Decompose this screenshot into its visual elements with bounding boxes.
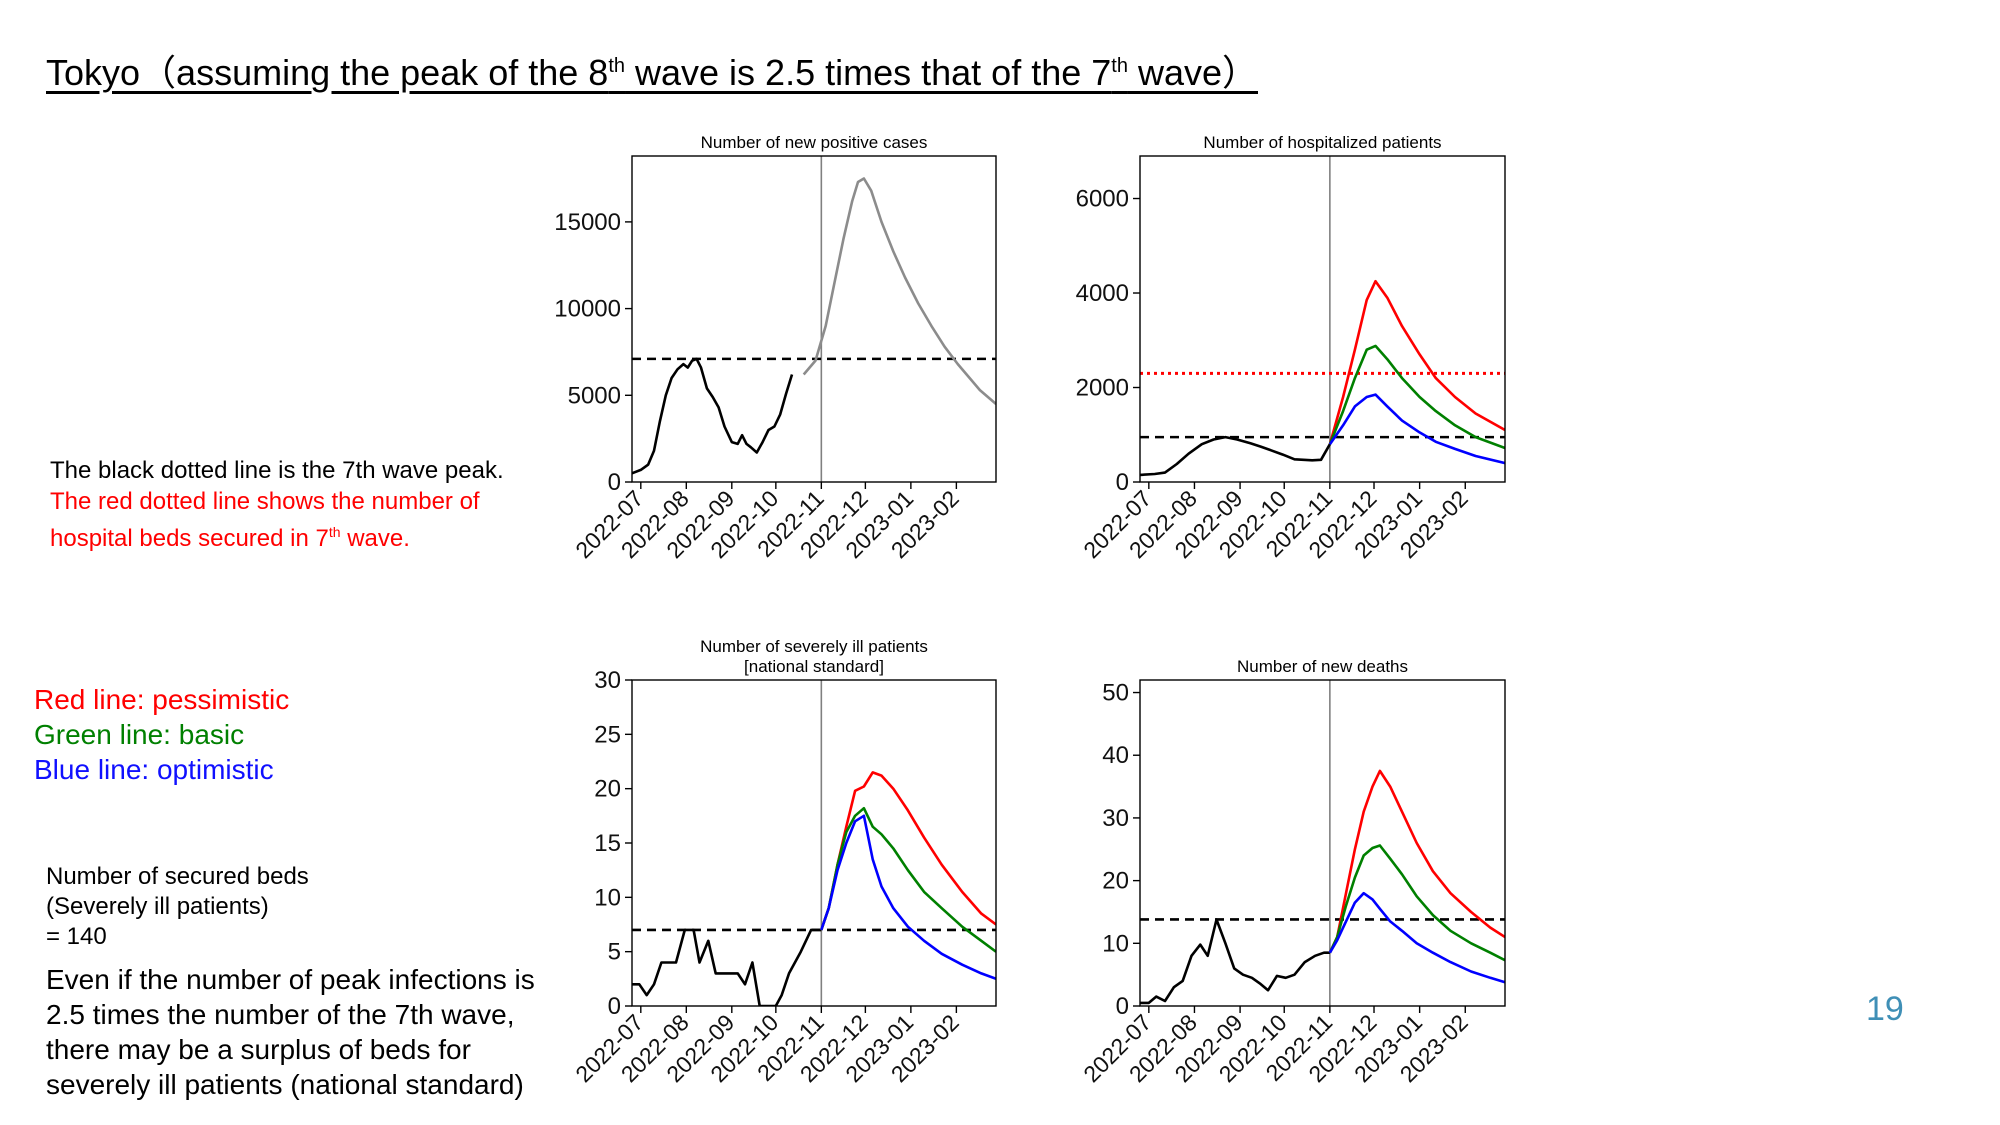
y-tick-label: 4000 xyxy=(1076,280,1129,307)
conclusion-line-3: there may be a surplus of beds for xyxy=(46,1034,471,1065)
series-actual xyxy=(632,928,822,1006)
y-tick-label: 0 xyxy=(1116,993,1129,1020)
chart-subtitle: [national standard] xyxy=(744,657,884,676)
legend-basic: Green line: basic xyxy=(34,719,245,750)
chart-deaths: Number of new deaths010203040502022-0720… xyxy=(1078,657,1506,1087)
reference-lines-note: The black dotted line is the 7th wave pe… xyxy=(50,455,504,554)
chart-title: Number of new deaths xyxy=(1237,657,1408,676)
series-actual xyxy=(1140,435,1332,477)
y-tick-label: 10 xyxy=(594,884,621,911)
chart-severe: Number of severely ill patients[national… xyxy=(570,637,997,1087)
chart-title: Number of hospitalized patients xyxy=(1203,133,1441,152)
y-tick-label: 15000 xyxy=(554,209,621,236)
plot-frame xyxy=(631,679,997,1007)
conclusion-line-4: severely ill patients (national standard… xyxy=(46,1069,524,1100)
legend-pessimistic: Red line: pessimistic xyxy=(34,684,290,715)
series-optimistic xyxy=(1328,891,1505,984)
y-tick-label: 0 xyxy=(1116,469,1129,496)
y-tick-label: 30 xyxy=(1102,805,1129,832)
y-tick-label: 2000 xyxy=(1076,375,1129,402)
chart-hospitalized: Number of hospitalized patients 0 2000 4000… xyxy=(1076,133,1506,563)
y-tick-label: 6000 xyxy=(1076,186,1129,213)
y-tick-label: 25 xyxy=(594,721,621,748)
series-projection xyxy=(802,177,996,405)
conclusion-line-1: Even if the number of peak infections is xyxy=(46,964,535,995)
plot-frame xyxy=(1139,155,1506,483)
plot-frame xyxy=(631,155,997,483)
secured-beds-line-3: = 140 xyxy=(46,923,107,950)
chart-title: Number of new positive cases xyxy=(701,133,928,152)
y-tick-label: 20 xyxy=(594,776,621,803)
plot-area xyxy=(632,680,996,1006)
chart-title: Number of severely ill patients xyxy=(700,637,928,656)
page-number: 19 xyxy=(1866,990,1904,1028)
y-tick-label: 5 xyxy=(608,939,621,966)
series-optimistic xyxy=(1328,393,1505,465)
y-tick-label: 15 xyxy=(594,830,621,857)
y-tick-label: 20 xyxy=(1102,868,1129,895)
legend-optimistic: Blue line: optimistic xyxy=(34,754,274,785)
conclusion-line-2: 2.5 times the number of the 7th wave, xyxy=(46,999,515,1030)
series-basic xyxy=(820,806,996,953)
series-pessimistic xyxy=(820,771,996,931)
secured-beds-line-1: Number of secured beds xyxy=(46,863,309,890)
scenario-legend: Red line: pessimistic Green line: basic … xyxy=(34,682,289,787)
secured-beds-line-2: (Severely ill patients) xyxy=(46,893,269,920)
black-line-note: The black dotted line is the 7th wave pe… xyxy=(50,457,504,484)
series-pessimistic xyxy=(1328,279,1505,445)
y-tick-label: 0 xyxy=(608,993,621,1020)
series-basic xyxy=(1328,344,1505,450)
red-line-note-1: The red dotted line shows the number of xyxy=(50,488,480,515)
series-actual xyxy=(1140,918,1330,1005)
series-basic xyxy=(1328,844,1505,962)
slide-title: Tokyo（assuming the peak of the 8th wave … xyxy=(46,52,1258,93)
series-actual xyxy=(632,357,794,475)
chart-positive: Number of new positive cases 0 5000 10000 15… xyxy=(554,133,997,563)
secured-beds-note: Number of secured beds (Severely ill pat… xyxy=(46,862,309,952)
y-tick-label: 40 xyxy=(1102,742,1129,769)
series-pessimistic xyxy=(1328,769,1505,954)
y-tick-label: 0 xyxy=(608,469,621,496)
plot-area xyxy=(632,156,996,482)
red-line-note-2: hospital beds secured in 7th wave. xyxy=(50,524,410,552)
plot-frame xyxy=(1139,679,1506,1007)
series-optimistic xyxy=(820,814,996,981)
plot-area xyxy=(1140,156,1505,482)
y-tick-label: 50 xyxy=(1102,680,1129,707)
y-tick-label: 30 xyxy=(594,667,621,694)
plot-area xyxy=(1140,680,1505,1006)
y-tick-label: 10000 xyxy=(554,296,621,323)
y-tick-label: 5000 xyxy=(568,382,621,409)
y-tick-label: 10 xyxy=(1102,930,1129,957)
conclusion-note: Even if the number of peak infections is… xyxy=(46,962,535,1102)
